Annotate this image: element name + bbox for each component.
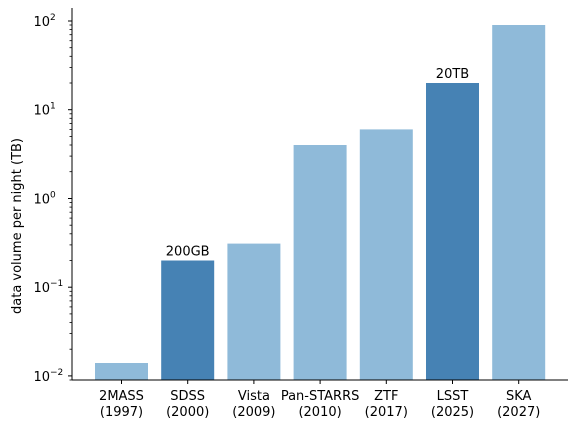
y-tick-exponent: 2 <box>50 13 56 23</box>
bar-ska <box>492 25 546 380</box>
x-tick-label: Pan-STARRS <box>281 389 360 404</box>
x-tick-year: (2025) <box>431 405 474 420</box>
bar-label: 20TB <box>436 67 469 82</box>
y-tick-exponent: 0 <box>50 191 56 201</box>
x-tick-year: (1997) <box>100 405 143 420</box>
x-tick-year: (2000) <box>166 405 209 420</box>
y-tick-label: 10 <box>33 104 50 119</box>
bar-label: 200GB <box>166 245 210 260</box>
y-tick-exponent: 1 <box>50 102 56 112</box>
x-tick-label: 2MASS <box>99 389 144 404</box>
bar-lsst <box>426 83 479 380</box>
x-tick-year: (2010) <box>298 405 341 420</box>
x-ticks: 2MASS(1997) SDSS(2000) Vista(2009) Pan-STAR… <box>99 380 540 420</box>
bars <box>95 25 546 380</box>
bar-labels: 200GB 20TB <box>166 67 469 260</box>
y-tick-exponent: −1 <box>50 279 63 289</box>
x-tick-label: SDSS <box>170 389 205 404</box>
bar-2mass <box>95 363 148 380</box>
y-tick-label: 10 <box>33 15 50 30</box>
x-tick-label: SKA <box>506 389 532 404</box>
x-tick-year: (2017) <box>365 405 408 420</box>
x-tick-year: (2009) <box>232 405 275 420</box>
x-tick-label: ZTF <box>374 389 398 404</box>
x-tick-year: (2027) <box>497 405 540 420</box>
bar-sdss <box>161 260 215 380</box>
bar-ztf <box>359 129 413 380</box>
x-tick-label: Vista <box>238 389 270 404</box>
x-tick-label: LSST <box>437 389 469 404</box>
bar-pan-starrs <box>293 145 347 380</box>
y-axis-label: data volume per night (TB) <box>10 138 25 314</box>
y-tick-exponent: −2 <box>50 368 63 378</box>
y-tick-label: 10 <box>33 281 50 296</box>
bar-vista <box>227 243 281 380</box>
y-tick-label: 10 <box>33 193 50 208</box>
y-tick-label: 10 <box>33 370 50 385</box>
